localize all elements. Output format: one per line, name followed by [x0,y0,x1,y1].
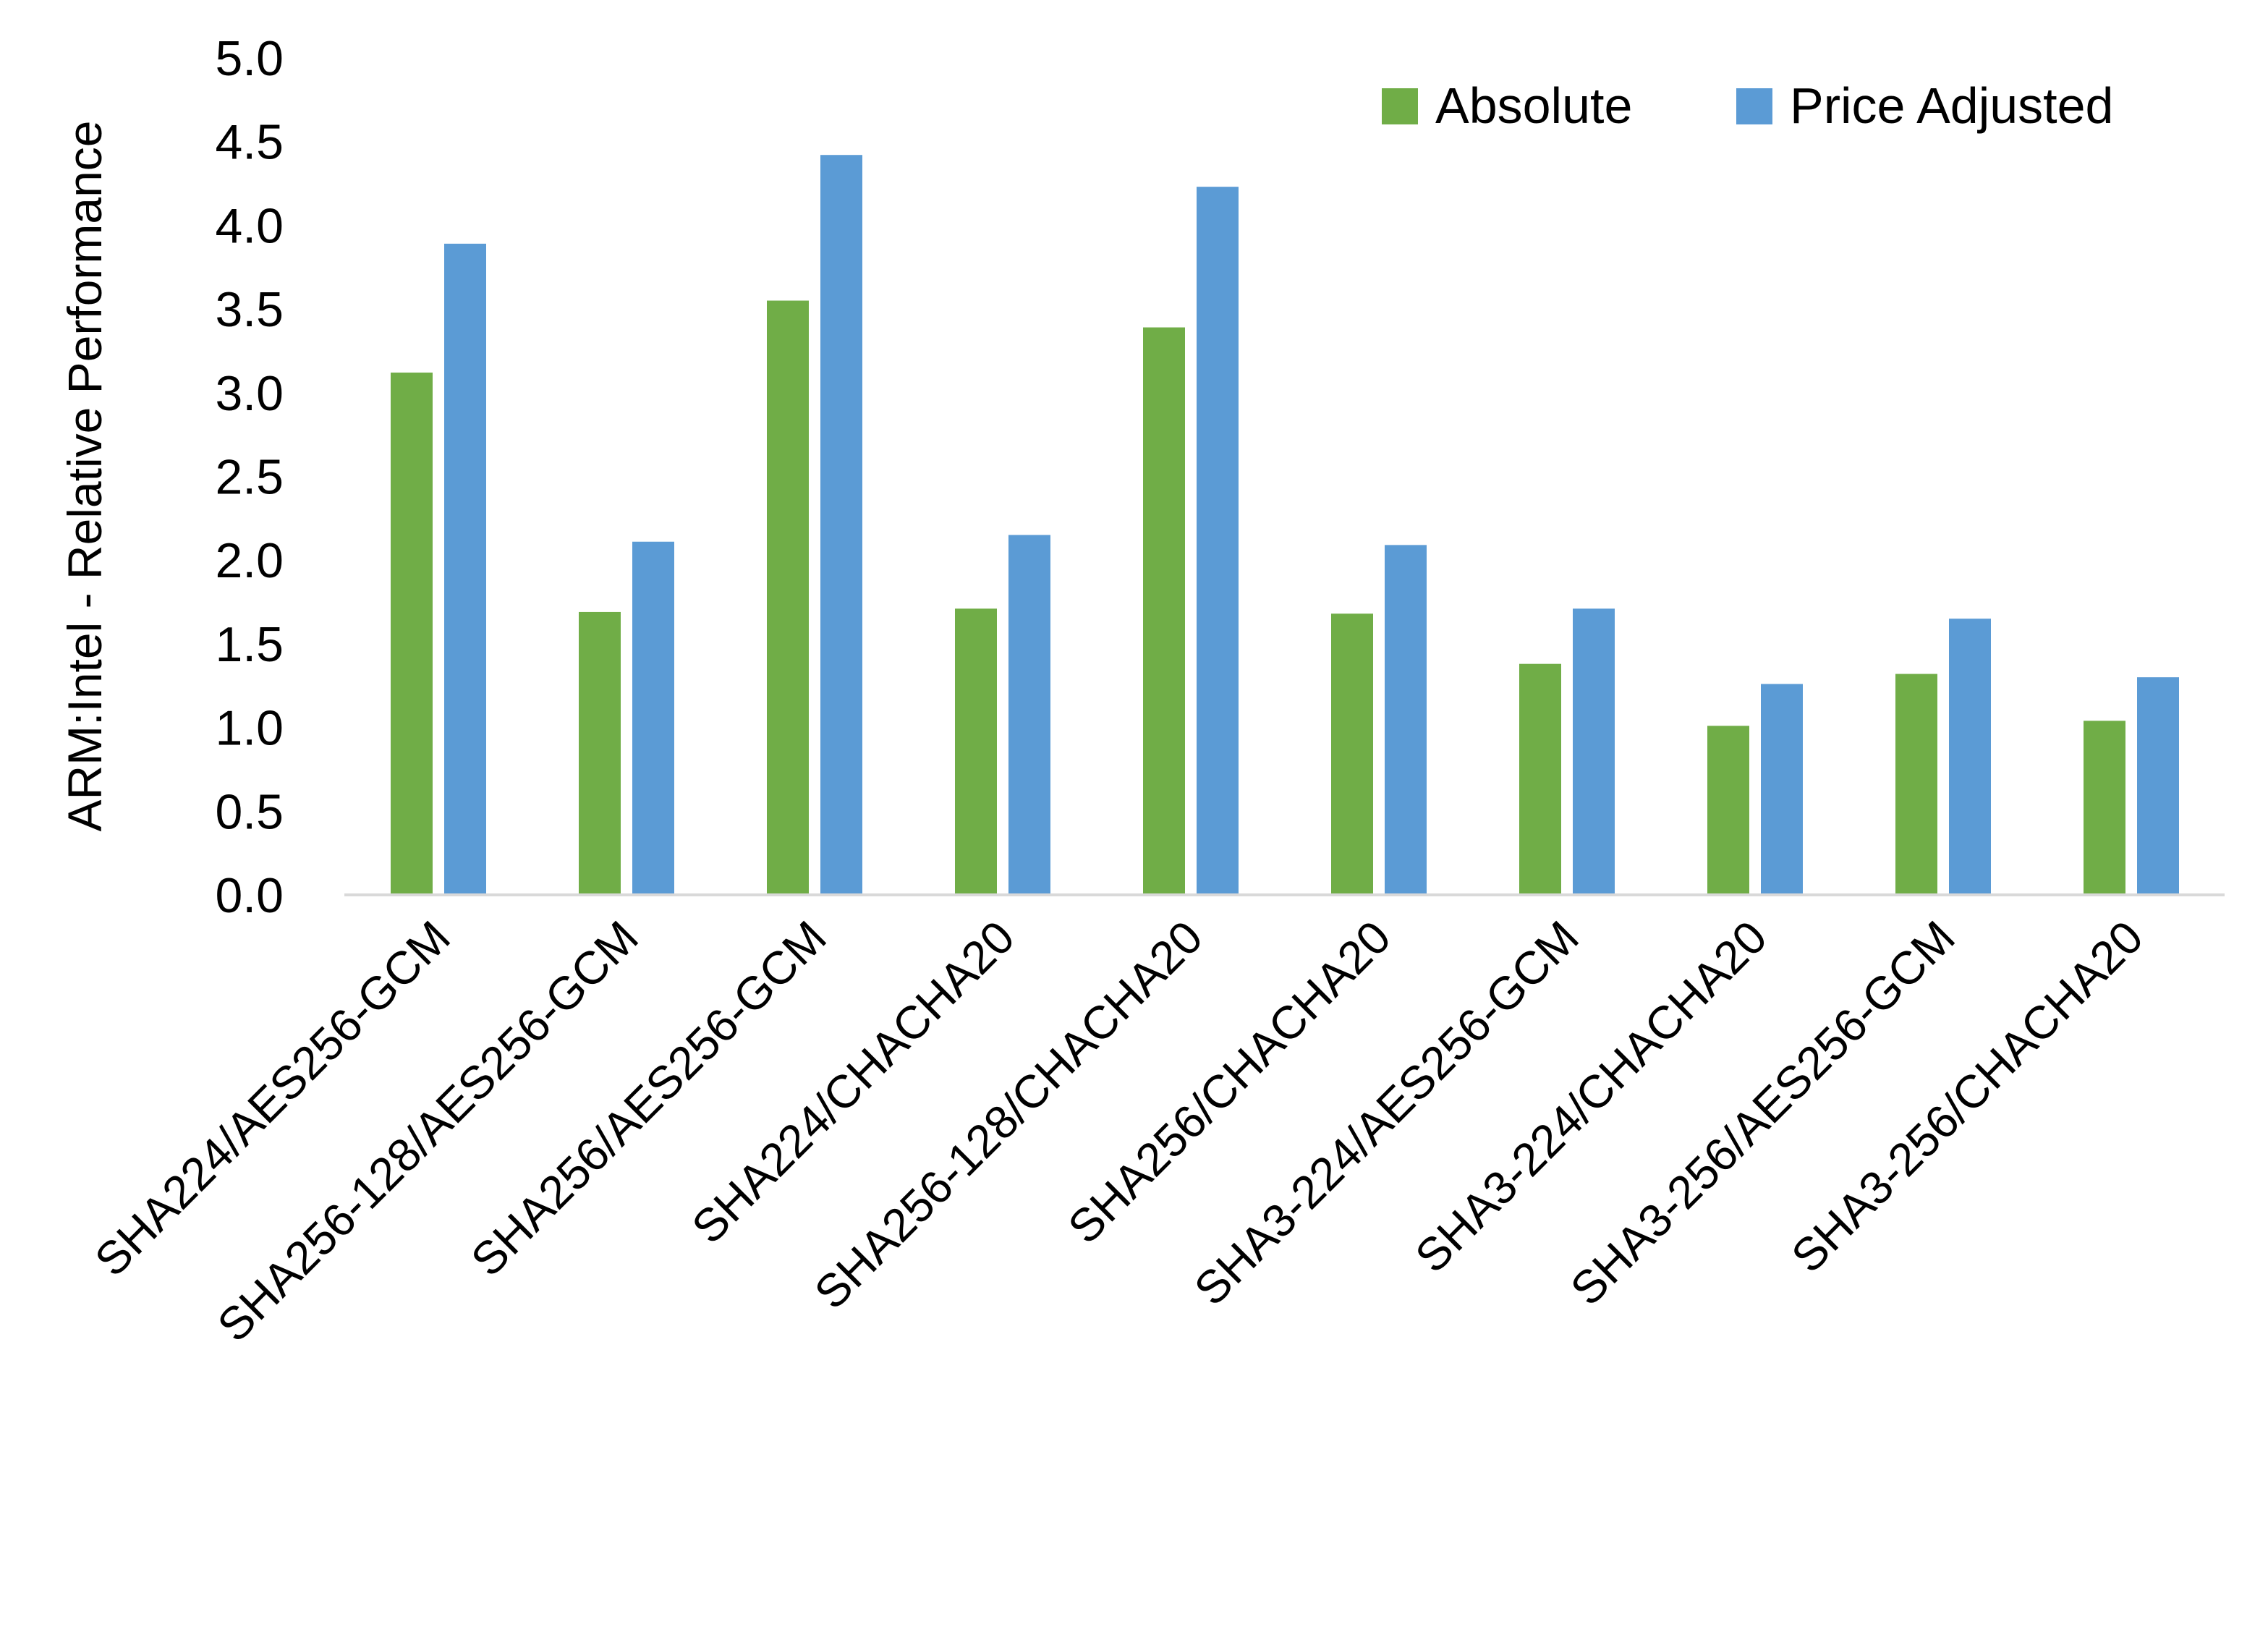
x-axis-ticks: SHA224/AES256-GCMSHA256-128/AES256-GCMSH… [85,911,2153,1351]
bar-price-adjusted [1008,535,1050,895]
bar-price-adjusted [1385,545,1427,895]
x-tick-label: SHA3-224/AES256-GCM [1184,911,1589,1315]
y-tick-label: 0.5 [215,784,284,839]
legend-label: Price Adjusted [1790,77,2113,134]
x-tick-label: SHA256-128/CHACHA20 [804,911,1212,1319]
x-tick-label: SHA224/AES256-GCM [85,911,460,1286]
bars [391,155,2179,896]
y-tick-label: 2.5 [215,450,284,505]
y-tick-label: 1.0 [215,701,284,756]
bar-absolute [1895,674,1937,895]
y-tick-label: 4.5 [215,115,284,170]
legend-label: Absolute [1435,77,1632,134]
x-tick-label: SHA224/CHACHA20 [681,911,1024,1253]
legend-swatch [1736,88,1772,124]
bar-price-adjusted [1949,619,1991,895]
y-tick-label: 3.5 [215,282,284,337]
bar-absolute [579,611,621,895]
legend: Absolute Price Adjusted [1382,77,2113,134]
y-tick-label: 1.5 [215,617,284,672]
x-tick-label: SHA3-224/CHACHA20 [1405,911,1777,1283]
y-tick-label: 3.0 [215,366,284,421]
bar-absolute [955,608,997,895]
y-tick-label: 0.0 [215,868,284,923]
y-tick-label: 2.0 [215,533,284,588]
bar-absolute [767,300,809,895]
y-tick-label: 5.0 [215,31,284,86]
y-axis-label: ARM:Intel - Relative Performance [58,120,111,831]
bar-absolute [391,373,433,895]
bar-price-adjusted [1761,684,1803,895]
bar-absolute [1331,613,1373,895]
bar-price-adjusted [1197,187,1239,896]
bar-price-adjusted [632,541,674,895]
bar-absolute [2084,721,2125,895]
bar-price-adjusted [1573,608,1615,895]
legend-swatch [1382,88,1418,124]
x-tick-label: SHA3-256/CHACHA20 [1781,911,2153,1283]
bar-price-adjusted [2137,677,2179,895]
x-tick-label: SHA256/CHACHA20 [1058,911,1400,1253]
bar-absolute [1519,663,1561,895]
y-axis-ticks: 0.0 0.5 1.0 1.5 2.0 2.5 3.0 3.5 4.0 4.5 5.0 [215,31,284,923]
x-tick-label: SHA3-256/AES256-GCM [1560,911,1965,1315]
bar-absolute [1707,726,1749,895]
bar-price-adjusted [444,243,486,895]
x-tick-label: SHA256/AES256-GCM [461,911,836,1286]
bar-price-adjusted [820,155,862,895]
y-tick-label: 4.0 [215,198,284,253]
bar-absolute [1143,327,1185,896]
